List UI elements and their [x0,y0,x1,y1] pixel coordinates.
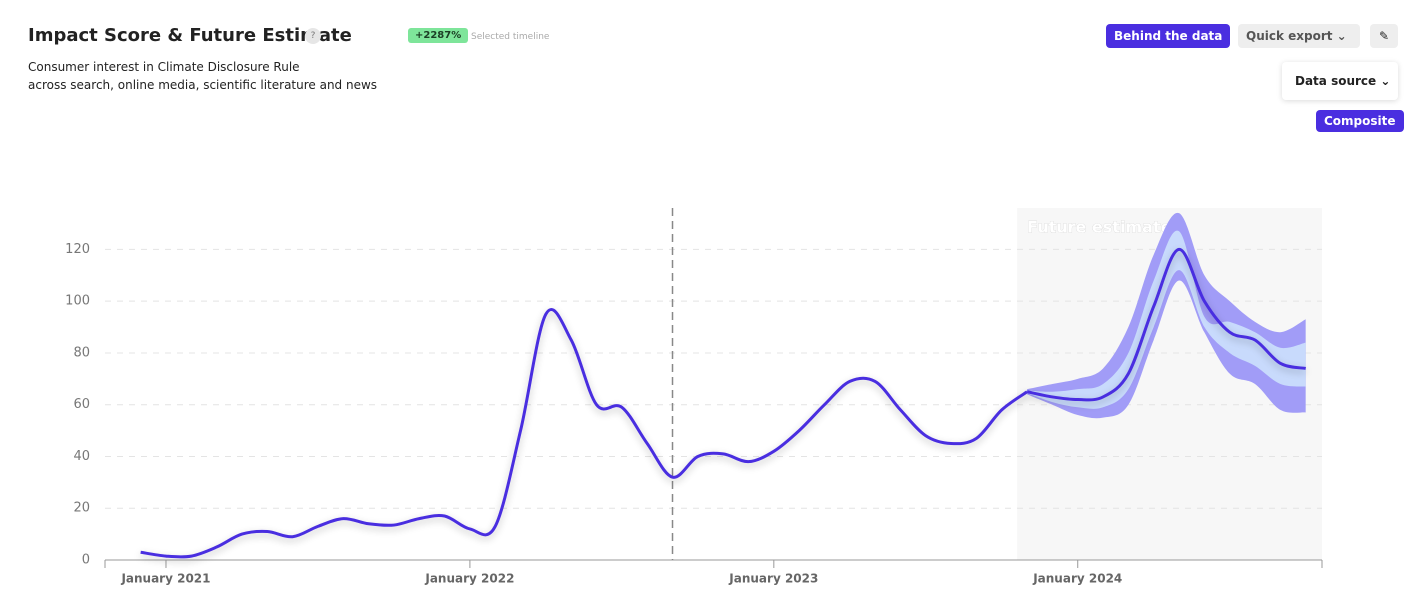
y-tick-label: 100 [65,294,90,309]
help-icon[interactable]: ? [305,28,321,44]
data-source-label: Data source [1295,74,1377,88]
subtitle: Consumer interest in Climate Disclosure … [28,60,300,74]
change-caption: Selected timeline [471,32,550,42]
y-tick-label: 80 [73,345,90,360]
y-tick-label: 60 [73,397,90,412]
x-tick-label: January 2024 [1032,572,1122,586]
inner-band [1027,230,1306,409]
y-tick-label: 120 [65,242,90,257]
export-label: Quick export [1246,29,1333,43]
x-tick-label: January 2021 [120,572,210,586]
forecast-annotation: Future estimate [1027,218,1172,237]
pin-button[interactable]: ✎ [1370,24,1398,48]
line [140,308,1028,559]
composite-option[interactable]: Composite [1316,110,1404,132]
outer-band [1027,212,1306,419]
change-badge: +2287% [408,28,469,43]
y-tick-label: 40 [73,449,90,464]
line [1026,247,1306,402]
data-source-dropdown[interactable]: Data source ⌄ [1282,62,1398,100]
y-tick-label: 0 [82,553,90,568]
subtitle: across search, online media, scientific … [28,78,378,92]
title: Impact Score & Future Estimate [28,25,352,46]
x-tick-label: January 2023 [728,572,818,586]
behind-data-button[interactable]: Behind the data [1106,24,1231,48]
export-button[interactable]: Quick export ⌄ [1238,24,1360,48]
x-tick-label: January 2022 [424,572,514,586]
y-tick-label: 20 [73,501,90,516]
